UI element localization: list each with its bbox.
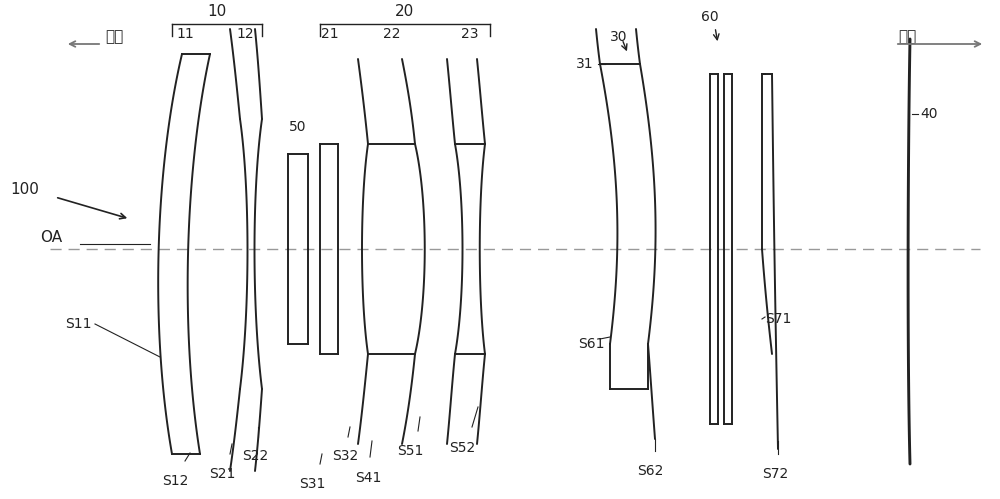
Text: 20: 20: [395, 4, 415, 19]
Text: 物侧: 物侧: [105, 29, 123, 44]
Text: 50: 50: [289, 120, 307, 134]
Text: 31: 31: [576, 57, 594, 71]
Text: S51: S51: [397, 444, 423, 458]
Text: 100: 100: [11, 182, 39, 197]
Text: 21: 21: [321, 27, 339, 41]
Text: 12: 12: [236, 27, 254, 41]
Text: 像侧: 像侧: [898, 29, 916, 44]
Text: 60: 60: [701, 10, 719, 24]
Text: S62: S62: [637, 464, 663, 478]
Text: OA: OA: [40, 230, 62, 245]
Text: 40: 40: [920, 107, 937, 121]
Text: S72: S72: [762, 467, 788, 481]
Text: S71: S71: [765, 312, 791, 326]
Text: S32: S32: [332, 449, 358, 463]
Text: 30: 30: [610, 30, 628, 44]
Text: S12: S12: [162, 474, 188, 488]
Text: S52: S52: [449, 441, 475, 455]
Text: 10: 10: [207, 4, 227, 19]
Text: S11: S11: [65, 317, 92, 331]
Text: 23: 23: [461, 27, 479, 41]
Text: S22: S22: [242, 449, 268, 463]
Text: 22: 22: [383, 27, 401, 41]
Text: S21: S21: [209, 467, 235, 481]
Text: S41: S41: [355, 471, 381, 485]
Text: S61: S61: [578, 337, 604, 351]
Text: S31: S31: [299, 477, 325, 491]
Text: 11: 11: [176, 27, 194, 41]
